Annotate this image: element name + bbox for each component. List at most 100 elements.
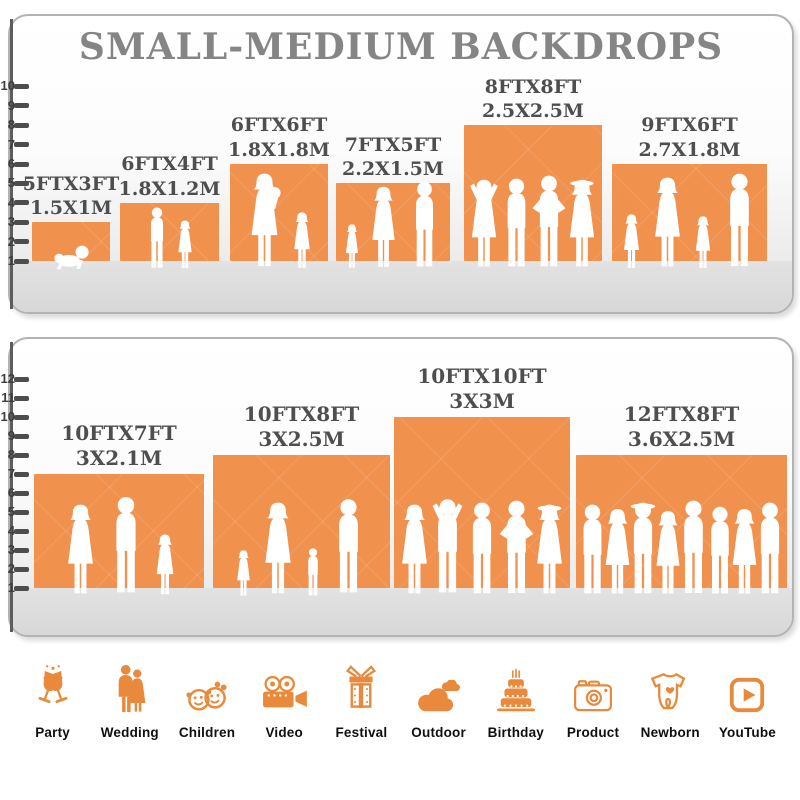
category-icon-wrap [571,652,615,714]
ruler-number: 7 [7,136,15,152]
people-silhouettes [464,175,602,270]
girl-silhouette [156,534,173,595]
category-label: Children [178,725,236,740]
ruler-number: 10 [0,409,15,424]
girl-silhouette [178,220,192,268]
ruler-tick [14,395,29,401]
backdrop-size-label: 5FTX3FT 1.5X1M [23,172,119,221]
wedding-icon [118,664,146,713]
category-label: Product [566,725,620,740]
ruler-number: 4 [7,194,15,210]
man-silhouette [729,173,749,267]
ruler-number: 3 [7,542,15,557]
woman-arms-up-silhouette [470,179,498,267]
category-label: Newborn [640,725,700,740]
man-silhouette [115,497,136,593]
ruler-number: 6 [7,485,15,500]
ruler-tick [14,239,29,245]
floor [10,588,792,635]
people-silhouettes [336,181,450,270]
baby-crawling-silhouette [53,245,89,270]
category-label: Birthday [487,725,544,740]
woman-silhouette [654,177,680,267]
ruler-number: 8 [7,447,15,462]
man-silhouette [339,499,358,593]
ruler-tick [14,122,29,128]
ruler-tick [14,547,29,553]
category-icon-wrap [728,652,766,714]
backdrop-bar [230,164,328,261]
category-label: Wedding [100,725,159,740]
category-item-party: Party [14,652,91,762]
size-meters: 1.8X1.8M [228,138,330,161]
ruler-tick [14,376,29,382]
ruler-tick [14,103,29,109]
party-icon [38,665,68,704]
category-label: Party [35,725,70,740]
size-feet: 8FTX8FT [484,75,582,98]
festival-icon [346,665,377,708]
ruler-number: 3 [7,214,15,230]
category-item-newborn: Newborn [632,652,709,762]
floor [10,261,792,312]
category-row: Party Wedding Children Video Festival Outdoor… [14,652,786,762]
category-item-festival: Festival [323,652,400,762]
ruler-number: 10 [0,78,15,94]
ruler-number: 12 [0,371,15,386]
ruler-tick [14,161,29,167]
people-silhouettes [612,173,767,270]
size-meters: 3X2.1M [75,446,163,471]
man-silhouette [684,500,703,594]
category-item-product: Product [554,652,631,762]
ruler-number: 2 [7,561,15,576]
ruler-number: 5 [7,175,15,191]
category-icon-wrap [416,652,462,714]
ruler-spine [10,342,13,632]
ruler-tick [14,258,29,264]
ruler-tick [14,414,29,420]
ruler-tick [14,509,29,515]
size-feet: 10FTX10FT [417,363,547,388]
ruler-tick [14,200,29,206]
backdrop-size-label: 6FTX6FT 1.8X1.8M [228,113,330,162]
man-silhouette [415,181,434,267]
backdrop-size-label: 7FTX5FT 2.2X1.5M [342,133,444,182]
ruler-number: 9 [7,428,15,443]
girl-silhouette [623,214,639,268]
size-meters: 2.5X2.5M [482,99,584,122]
woman-hat-silhouette [570,179,595,267]
size-feet: 10FTX7FT [61,420,177,445]
category-icon-wrap [338,652,384,714]
toddler-girl-silhouette [345,224,359,269]
woman-silhouette [67,504,93,594]
size-meters: 1.5X1M [29,196,113,219]
toddler-girl-silhouette [237,549,250,596]
category-icon-wrap [111,652,149,714]
backdrop-size-label: 9FTX6FT 2.7X1.8M [639,113,741,162]
man-silhouette [760,502,779,594]
size-feet: 6FTX6FT [230,114,328,137]
size-feet: 9FTX6FT [641,114,738,137]
woman-silhouette [372,186,395,267]
ruler-spine [10,19,13,309]
ruler-tick [14,83,29,89]
boy-silhouette [150,207,164,268]
backdrop-size-label: 10FTX10FT 3X3M [417,364,546,415]
category-item-birthday: Birthday [477,652,554,762]
category-label: Video [265,725,303,740]
backdrop-size-label: 6FTX4FT 1.8X1.2M [119,152,221,201]
newborn-icon [650,672,686,710]
ruler-tick [14,452,29,458]
category-icon-wrap [28,652,78,714]
ruler-tick [14,180,29,186]
ruler-number: 1 [7,253,15,268]
woman-silhouette [265,502,291,594]
backdrop-size-label: 10FTX8FT 3X2.5M [244,402,359,453]
category-label: YouTube [718,725,776,740]
backdrop-size-label: 10FTX7FT 3X2.1M [61,421,176,472]
size-feet: 5FTX3FT [22,172,120,195]
category-label: Outdoor [411,725,466,740]
ruler-tick [14,566,29,572]
category-item-youtube: YouTube [709,652,786,762]
